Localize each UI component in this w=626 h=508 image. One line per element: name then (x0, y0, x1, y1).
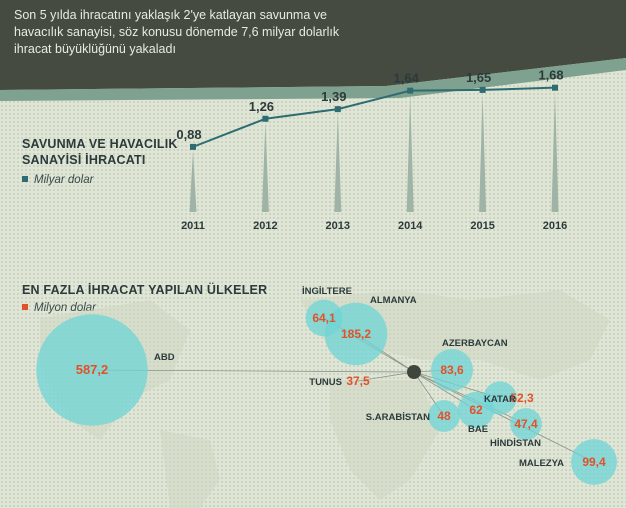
connection-line (357, 371, 415, 382)
value-label: 185,2 (341, 327, 371, 341)
data-point (479, 86, 486, 93)
country-label: HİNDİSTAN (490, 438, 541, 449)
africa-shape (330, 380, 440, 500)
data-point (407, 87, 414, 94)
data-label: 1,39 (321, 89, 346, 104)
country-label: ABD (154, 352, 175, 363)
x-tick-label: 2015 (470, 220, 494, 232)
line-chart-title: SAVUNMA VE HAVACILIK SANAYİSİ İHRACATI (22, 137, 178, 167)
line-chart-unit: Milyar dolar (22, 174, 93, 186)
bubble (430, 348, 474, 392)
bubble (510, 408, 542, 440)
value-label: 52,3 (510, 391, 534, 405)
value-label: 47,4 (514, 417, 538, 431)
bubble (428, 400, 460, 432)
data-point (262, 115, 269, 122)
x-tick-label: 2016 (543, 220, 567, 232)
bubble-map-title: EN FAZLA İHRACAT YAPILAN ÜLKELER (22, 283, 268, 297)
south-america-shape (160, 430, 220, 508)
value-spike (406, 94, 414, 212)
series-line (192, 86, 556, 148)
bubble-map-unit-label: Milyon dolar (34, 302, 96, 314)
value-spike (551, 91, 559, 212)
x-tick-label: 2013 (326, 220, 350, 232)
data-point (552, 84, 558, 91)
header-shape (0, 0, 626, 101)
unit-square-icon (22, 176, 28, 182)
header-dark-band (0, 0, 626, 90)
value-label: 587,2 (76, 362, 109, 377)
value-spike (334, 113, 342, 212)
country-label: ALMANYA (370, 295, 417, 306)
value-spike (479, 93, 487, 212)
country-label: İNGİLTERE (302, 286, 352, 297)
header-subtitle: Son 5 yılda ihracatını yaklaşık 2'ye kat… (14, 8, 340, 56)
data-label: 1,64 (394, 71, 420, 86)
data-label: 1,26 (249, 99, 274, 114)
data-label: 1,68 (538, 68, 563, 83)
country-label: S.ARABİSTAN (366, 412, 430, 423)
bubble (305, 299, 343, 337)
value-spike (189, 150, 197, 212)
bubble (483, 381, 517, 415)
country-label: BAE (468, 424, 488, 435)
value-label: 99,4 (582, 455, 606, 469)
value-label: 83,6 (440, 363, 464, 377)
data-point (190, 143, 196, 150)
value-label: 37,5 (346, 374, 370, 388)
header-banner: Son 5 yılda ihracatını yaklaşık 2'ye kat… (0, 0, 626, 118)
value-label: 64,1 (312, 311, 336, 325)
country-label: KATAR (484, 394, 516, 405)
unit-square-icon (22, 304, 28, 310)
x-tick-label: 2012 (253, 220, 277, 232)
data-point (334, 106, 341, 113)
country-label: MALEZYA (519, 458, 564, 469)
header-green-band (0, 58, 626, 101)
bubble-map-unit: Milyon dolar (22, 302, 96, 314)
value-label: 62 (469, 403, 483, 417)
data-label: 1,65 (466, 70, 491, 85)
value-spike (261, 122, 269, 212)
turkey-hub-dot (407, 365, 421, 379)
data-label: 0,88 (176, 127, 201, 142)
x-tick-label: 2011 (181, 220, 205, 232)
bubble (36, 314, 148, 426)
country-label: TUNUS (309, 377, 342, 388)
bubble (571, 439, 617, 485)
country-label: AZERBAYCAN (442, 338, 508, 349)
x-tick-label: 2014 (398, 220, 423, 232)
value-label: 48 (437, 409, 451, 423)
line-chart-unit-label: Milyar dolar (34, 174, 94, 186)
